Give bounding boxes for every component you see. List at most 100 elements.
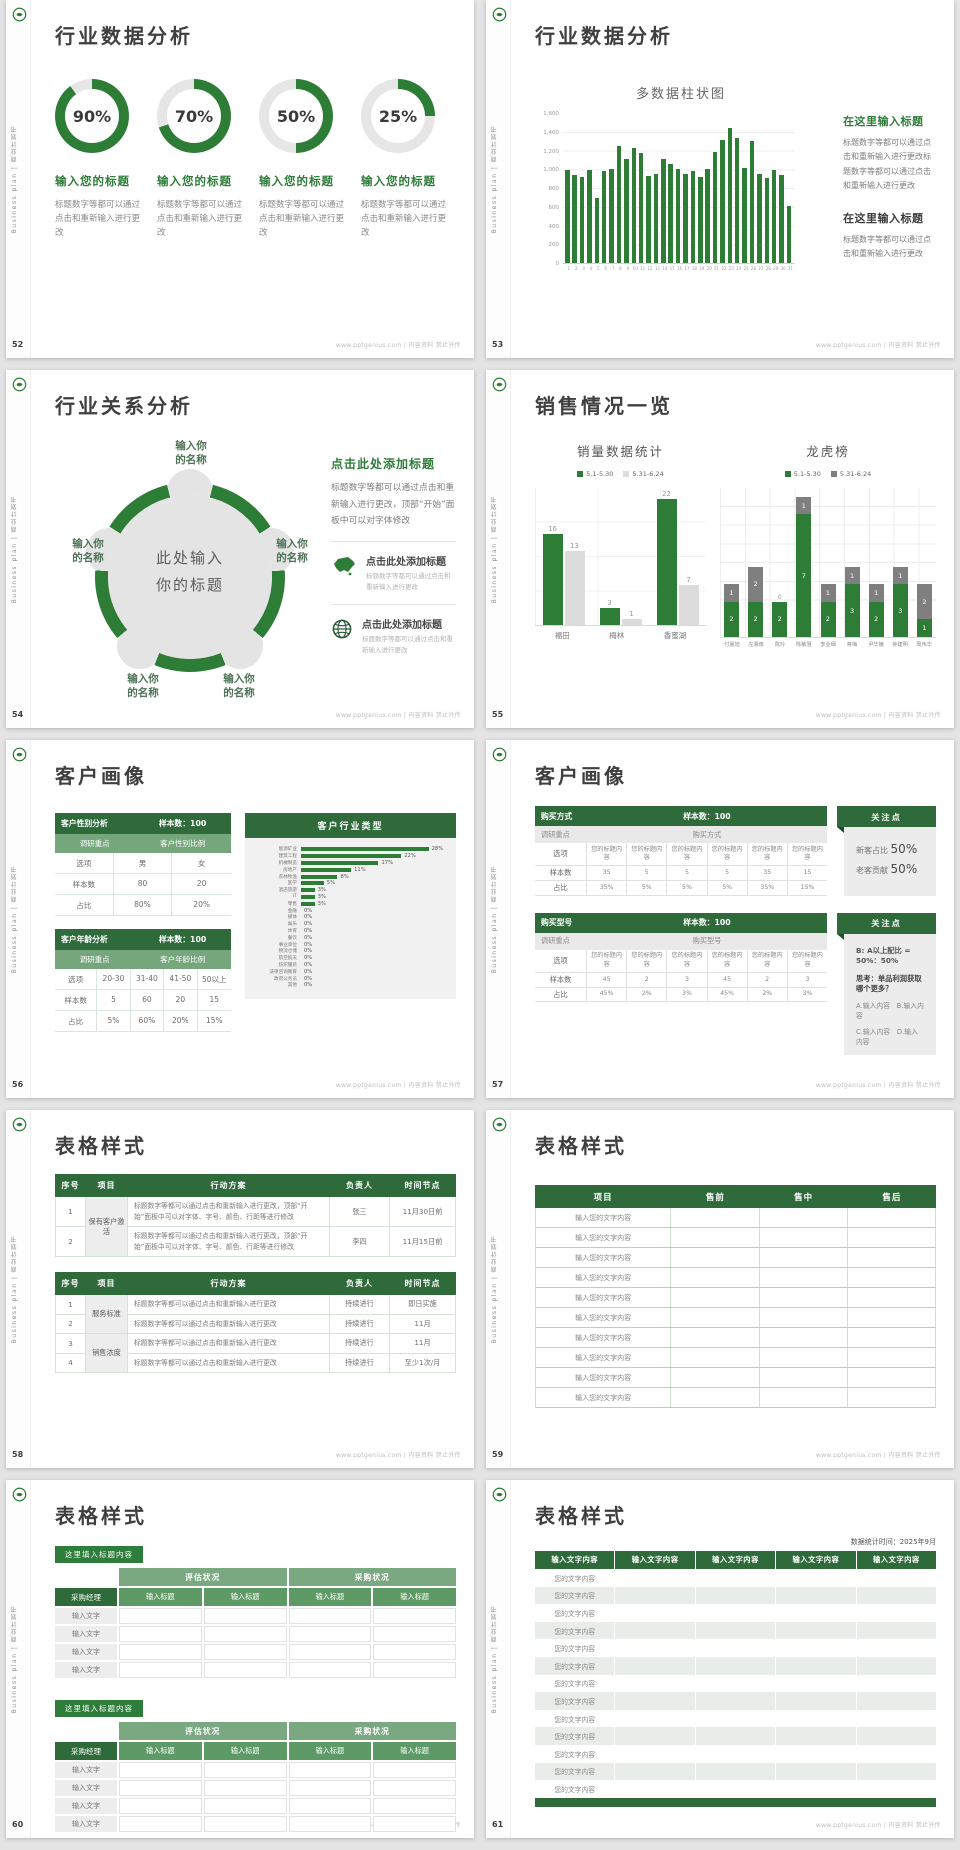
donut-chart: 25% <box>361 79 435 153</box>
bar <box>675 168 681 263</box>
slide-left-rail: Business plan | 商业计划书 54 <box>6 370 31 728</box>
segment-green: 2 <box>868 601 884 637</box>
segment-gray: 1 <box>724 584 739 602</box>
page-number: 58 <box>12 1450 24 1459</box>
x-tick: 29 <box>773 266 779 271</box>
page-number: 61 <box>492 1820 504 1829</box>
category-label: 陈敏慧 <box>796 642 812 648</box>
table-row: 输入您的文字内容 <box>535 1208 936 1228</box>
table-row: 输入文字 <box>55 1780 456 1796</box>
slide-title: 客户画像 <box>535 764 627 788</box>
question-line: 思考：单品利润获取哪个更多？ <box>856 973 922 993</box>
slide-content: 表格样式 序号 项目 行动方案 负责人 时间节点 1 保有客户激活 标题数 <box>31 1110 474 1468</box>
slide-title: 表格样式 <box>55 1504 147 1528</box>
brand-logo-icon <box>492 1487 507 1502</box>
slide-56[interactable]: Business plan | 商业计划书 56 www.pptgenius.c… <box>6 740 474 1098</box>
x-tick: 2 <box>574 266 578 271</box>
legend-item: 5.31-6.24 <box>623 470 664 478</box>
segment-green: 3 <box>892 584 908 637</box>
site-footer: www.pptgenius.com | 内容资料 禁止外传 <box>335 712 461 719</box>
table-subheader: 调研重点 <box>79 955 110 964</box>
section-chip: 这里填入标题内容 <box>55 1546 143 1563</box>
table-row: 输入文字 <box>55 1626 456 1642</box>
legend-item: 5.31-6.24 <box>830 470 871 478</box>
hbar-row: IT 3% <box>251 894 446 901</box>
site-footer: www.pptgenius.com | 内容资料 禁止外传 <box>335 1452 461 1459</box>
flower-center-text: 此处输入 你的标题 <box>115 545 265 599</box>
item-body: 标题数字等都可以通过点击和重新输入进行更改 <box>362 635 453 655</box>
segment-green: 3 <box>844 584 860 637</box>
table-row: 选项男女 <box>55 853 231 874</box>
x-tick: 1 <box>567 266 570 271</box>
brand-logo-icon <box>492 1117 507 1132</box>
hbar-row: 事业单位 0% <box>251 941 446 948</box>
bar <box>599 607 620 625</box>
category-label: 周伟华 <box>916 642 932 648</box>
donut-chart: 70% <box>157 79 231 153</box>
slide-57[interactable]: Business plan | 商业计划书 57 www.pptgenius.c… <box>486 740 954 1098</box>
table-header-row: 项目 售前 售中 售后 <box>535 1185 936 1208</box>
span-header: 采购状况 <box>288 1568 456 1586</box>
panel-body: 标题数字等都可以通过点击和重新输入进行更改标题数字等都可以通过点击和重新输入进行… <box>843 138 931 191</box>
segment-gray: 1 <box>796 496 812 515</box>
bar <box>564 550 585 625</box>
slide-58[interactable]: Business plan | 商业计划书 58 www.pptgenius.c… <box>6 1110 474 1468</box>
slide-54[interactable]: Business plan | 商业计划书 54 www.pptgenius.c… <box>6 370 474 728</box>
slide-61[interactable]: Business plan | 商业计划书 61 www.pptgenius.c… <box>486 1480 954 1838</box>
hbar-row: 金融 0% <box>251 907 446 914</box>
value-cell: 5% <box>627 881 668 895</box>
eval-section-1: 这里填入标题内容 评估状况 采购状况 采购经理 输入标题 输入标题 输入标题 输… <box>55 1542 456 1678</box>
value-cell: 45% <box>587 987 628 1002</box>
x-tick: 27 <box>758 266 764 271</box>
slide-60[interactable]: Business plan | 商业计划书 60 www.pptgenius.c… <box>6 1480 474 1838</box>
slide-59[interactable]: Business plan | 商业计划书 59 www.pptgenius.c… <box>486 1110 954 1468</box>
chart-title: 龙虎榜 <box>806 444 850 459</box>
span-header: 评估状况 <box>119 1568 287 1586</box>
site-footer: www.pptgenius.com | 内容资料 禁止外传 <box>335 1082 461 1089</box>
hbar <box>301 854 402 859</box>
value-cell: 3 <box>805 975 810 983</box>
table-row: 3 销售浓度 标题数字等都可以通过点击和重新输入进行更改 持续进行 11月 <box>55 1333 456 1374</box>
hbar-label: 农林牧渔 <box>278 874 297 880</box>
hbar-track: 0% <box>301 976 446 982</box>
table-row: 4 标题数字等都可以通过点击和重新输入进行更改 持续进行 至少1次/月 <box>55 1352 456 1374</box>
table-subheader: 调研重点 <box>79 839 110 848</box>
panel-header: 关注点 <box>837 806 936 833</box>
hbar-track: 0% <box>301 921 446 927</box>
bar <box>690 170 696 263</box>
hbar-label: 房地产 <box>283 867 297 873</box>
panel-body: 标题数字等都可以通过点击和重新输入进行更改，顶部“开始”面板中可以对字体修改 <box>331 483 455 527</box>
side-panel: 在这里输入标题 标题数字等都可以通过点击和重新输入进行更改标题数字等都可以通过点… <box>827 113 936 271</box>
slide-52[interactable]: Business plan | 商业计划书 52 www.pptgenius.c… <box>6 0 474 358</box>
slide-left-rail: Business plan | 商业计划书 59 <box>486 1110 511 1468</box>
table-row: 2 标题数字等都可以通过点击和重新输入进行更改 持续进行 11月 <box>55 1313 456 1335</box>
slide-53[interactable]: Business plan | 商业计划书 53 www.pptgenius.c… <box>486 0 954 358</box>
table-row: 您的文字内容 <box>535 1569 936 1587</box>
hbar-value: 8% <box>340 873 349 880</box>
table-row: 您的文字内容 <box>535 1639 936 1657</box>
sidebar-vertical-text: Business plan | 商业计划书 <box>11 494 18 604</box>
category-label: 福田 <box>554 631 570 640</box>
value-cell: 35% <box>748 881 788 895</box>
brand-logo-icon <box>12 377 27 392</box>
x-tick: 19 <box>699 266 705 271</box>
chart-legend: 5.1-5.30 5.31-6.24 <box>720 470 936 478</box>
x-tick: 16 <box>677 266 683 271</box>
slide-content: 行业关系分析 此处输入 你的标题 输入你 的名称 <box>31 370 474 728</box>
hbar-track: 0% <box>301 908 446 914</box>
x-tick: 21 <box>713 266 720 271</box>
sidebar-vertical-text: Business plan | 商业计划书 <box>11 1234 18 1344</box>
hbar-label: 航空航天 <box>278 956 297 962</box>
bar-column: 7 <box>678 488 699 625</box>
bar <box>572 174 577 263</box>
divider <box>331 541 456 543</box>
hbar-row: 媒体 0% <box>251 914 446 921</box>
zero-label: 0 <box>777 593 782 601</box>
slide-55[interactable]: Business plan | 商业计划书 55 www.pptgenius.c… <box>486 370 954 728</box>
slide-content: 客户画像 购买方式 样本数：100 调研重点 购买方式 选项 您的标题内容 您的标题内… <box>511 740 954 1098</box>
hbar-track: 0% <box>301 948 446 954</box>
brand-logo-icon <box>12 747 27 762</box>
donut-stat-column: 70% 输入您的标题 标题数字等都可以通过点击和重新输入进行更改 <box>157 79 251 240</box>
table-row: 您的文字内容 <box>535 1709 936 1728</box>
